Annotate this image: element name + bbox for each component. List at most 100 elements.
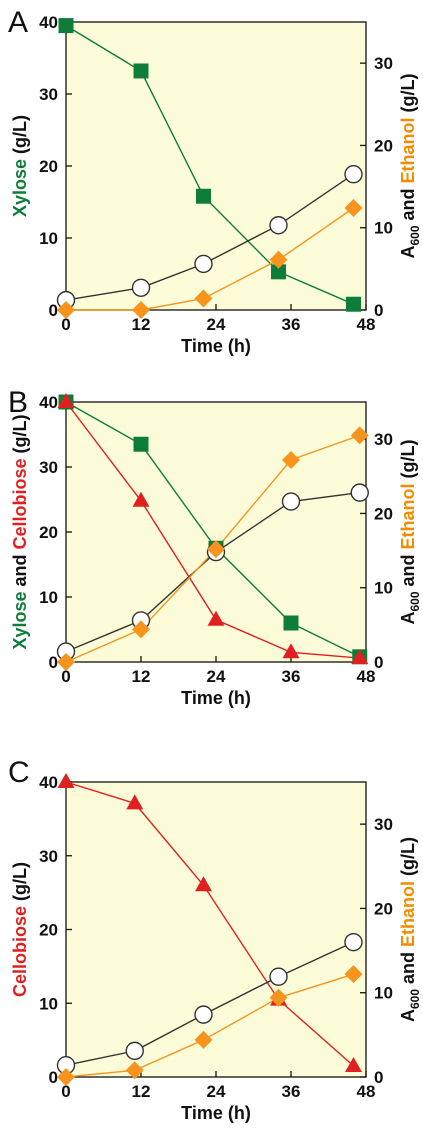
x-axis-title-a: Time (h) <box>181 336 251 356</box>
x-tick-label: 48 <box>357 1082 376 1101</box>
y-left-tick-label: 40 <box>39 13 58 32</box>
x-axis-title-c: Time (h) <box>181 1103 251 1123</box>
data-point-diamond <box>350 426 369 445</box>
y-left-axis-title-b: Xylose and Cellobiose (g/L) <box>10 414 30 649</box>
y-right-axis-title-b: A600 and Ethanol (g/L) <box>398 439 422 624</box>
y-left-title-part: Cellobiose <box>10 906 30 997</box>
y-left-tick-label: 10 <box>39 588 58 607</box>
data-point-diamond <box>344 198 363 217</box>
data-point-circle <box>194 1005 213 1024</box>
y-right-axis-title-c: A600 and Ethanol (g/L) <box>398 837 422 1022</box>
y-right-title-part: 600 <box>408 591 422 611</box>
y-right-tick-label: 0 <box>374 301 383 320</box>
data-point-square <box>58 18 74 34</box>
y-right-title-part: A <box>398 1009 418 1022</box>
y-left-title-part: and <box>10 549 30 591</box>
y-right-tick-label: 20 <box>374 899 393 918</box>
y-left-tick-label: 30 <box>39 847 58 866</box>
data-point-triangle <box>351 649 369 665</box>
data-point-diamond <box>194 289 213 308</box>
plot-area-c <box>65 781 367 1078</box>
data-point-diamond <box>269 988 288 1007</box>
data-point-circle <box>281 492 301 511</box>
data-point-square <box>346 296 361 312</box>
x-tick-label: 12 <box>132 667 151 686</box>
y-right-title-part: Ethanol <box>398 483 418 549</box>
x-tick-label: 36 <box>282 667 301 686</box>
y-right-tick-label: 10 <box>374 219 393 238</box>
y-left-tick-label: 20 <box>39 523 58 542</box>
data-point-diamond <box>282 450 300 469</box>
data-point-triangle <box>132 491 150 507</box>
x-tick-label: 48 <box>357 315 376 334</box>
y-right-tick-label: 30 <box>374 54 393 73</box>
y-left-tick-label: 10 <box>39 229 58 248</box>
x-tick-label: 12 <box>132 315 151 334</box>
data-point-circle <box>125 1041 144 1061</box>
data-point-diamond <box>269 250 288 269</box>
y-left-tick-label: 20 <box>39 157 58 176</box>
data-point-diamond <box>194 1030 213 1049</box>
x-tick-label: 0 <box>61 315 70 334</box>
y-left-tick-label: 40 <box>39 393 58 412</box>
x-tick-label: 36 <box>282 315 301 334</box>
y-right-tick-label: 10 <box>374 579 393 598</box>
y-right-title-part: Ethanol <box>398 117 418 183</box>
y-left-title-part: (g/L) <box>10 862 30 906</box>
y-right-title-part: and <box>398 183 418 225</box>
y-right-title-part: 600 <box>408 225 422 245</box>
data-point-square <box>196 188 211 204</box>
x-tick-label: 12 <box>132 1082 151 1101</box>
y-right-title-part: (g/L) <box>398 837 418 881</box>
data-point-square <box>283 615 299 631</box>
series-markers <box>56 773 363 1086</box>
y-right-title-part: (g/L) <box>398 73 418 117</box>
data-point-triangle <box>126 794 144 810</box>
data-point-triangle <box>207 610 225 626</box>
y-right-tick-label: 10 <box>374 984 393 1003</box>
y-right-axis-title-a: A600 and Ethanol (g/L) <box>398 73 422 258</box>
y-right-tick-label: 30 <box>374 430 393 449</box>
x-tick-label: 48 <box>357 667 376 686</box>
plot-area-a <box>65 21 367 311</box>
y-right-title-part: A <box>398 246 418 259</box>
data-point-circle <box>344 932 363 952</box>
y-right-tick-label: 30 <box>374 815 393 834</box>
y-left-tick-label: 40 <box>39 773 58 792</box>
x-tick-label: 24 <box>207 315 226 334</box>
data-point-circle <box>194 254 213 274</box>
x-tick-label: 0 <box>61 1082 70 1101</box>
x-tick-label: 0 <box>61 667 70 686</box>
series-markers <box>56 18 363 319</box>
y-right-title-part: 600 <box>408 989 422 1009</box>
data-point-diamond <box>344 965 363 984</box>
data-point-circle <box>350 483 369 502</box>
y-right-title-part: (g/L) <box>398 439 418 483</box>
data-point-square <box>271 264 286 280</box>
data-point-diamond <box>132 620 150 639</box>
y-right-tick-label: 0 <box>374 653 383 672</box>
data-point-circle <box>269 216 288 235</box>
data-point-diamond <box>57 301 75 319</box>
x-tick-label: 36 <box>282 1082 301 1101</box>
y-right-title-part: Ethanol <box>398 881 418 947</box>
y-left-title-part: Cellobiose <box>10 458 30 549</box>
x-tick-label: 24 <box>207 1082 226 1101</box>
y-right-title-part: and <box>398 947 418 989</box>
data-point-diamond <box>57 1068 75 1086</box>
y-left-tick-label: 0 <box>49 1068 58 1087</box>
y-left-tick-label: 0 <box>49 301 58 320</box>
y-right-title-part: A <box>398 612 418 625</box>
y-left-title-part: Xylose <box>10 159 30 217</box>
y-right-title-part: and <box>398 549 418 591</box>
data-point-diamond <box>132 301 150 319</box>
y-left-tick-label: 20 <box>39 921 58 940</box>
y-left-axis-title-a: Xylose (g/L) <box>10 115 30 217</box>
x-tick-label: 24 <box>207 667 226 686</box>
panel-letter-a: A <box>8 6 28 39</box>
y-left-title-part: Xylose <box>10 591 30 649</box>
data-point-circle <box>269 967 288 986</box>
y-right-tick-label: 0 <box>374 1068 383 1087</box>
y-left-title-part: (g/L) <box>10 414 30 458</box>
